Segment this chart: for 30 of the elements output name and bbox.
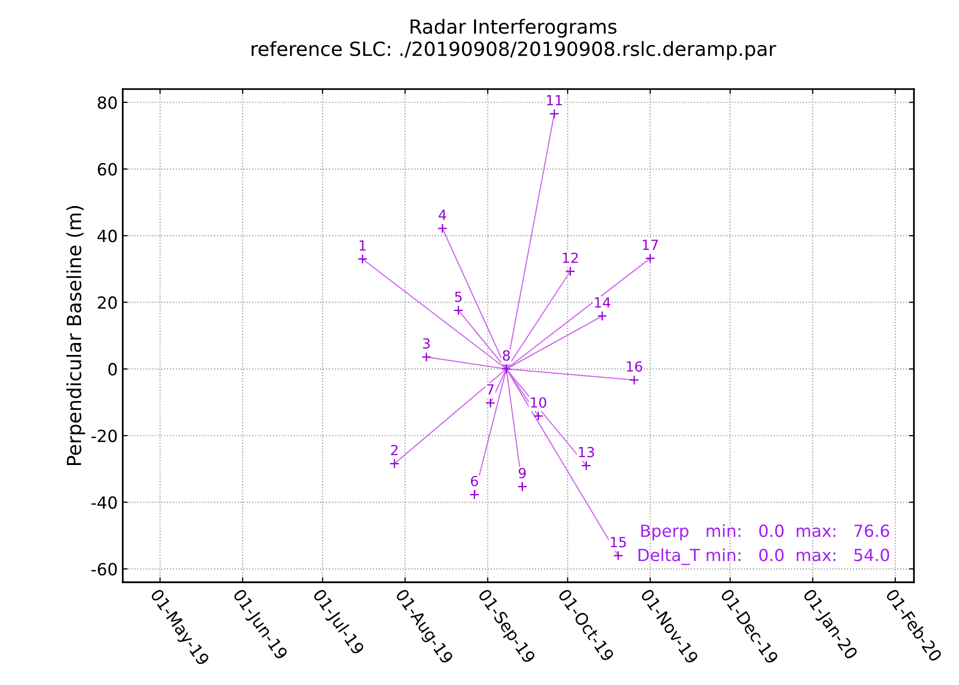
y-tick-label: 20: [98, 296, 117, 309]
annotation: 17: [642, 240, 658, 250]
y-tick-label: 0: [108, 362, 117, 376]
annotation: Bperp min: 0.0 max: 76.6: [641, 524, 890, 540]
y-tick-label: 60: [98, 162, 117, 176]
y-tick-label: -20: [91, 430, 117, 442]
annotation: 9: [518, 468, 526, 478]
chart-subtitle: reference SLC: ./20190908/20190908.rslc.deramp.par: [252, 41, 776, 60]
annotation: 5: [455, 292, 462, 302]
annotation: 15: [610, 537, 626, 548]
annotation: 14: [594, 297, 610, 308]
annotation: 12: [562, 252, 578, 263]
annotation: 11: [546, 95, 562, 106]
annotation: 8: [502, 350, 510, 361]
annotation: 1: [360, 240, 366, 251]
y-tick-label: -40: [91, 496, 117, 509]
annotation: 13: [578, 446, 594, 458]
y-axis-title: Perpendicular Baseline (m): [66, 206, 86, 466]
annotation: 3: [423, 338, 430, 349]
annotation: 10: [531, 397, 546, 408]
y-tick-label: 40: [98, 230, 117, 242]
annotation: 6: [470, 476, 478, 486]
y-tick-label: 80: [98, 96, 117, 109]
annotation: 2: [391, 444, 398, 456]
y-tick-label: -60: [91, 562, 117, 576]
annotation: Delta_T min: 0.0 max: 54.0: [638, 548, 890, 565]
annotation: 16: [626, 361, 642, 372]
annotation: 4: [438, 210, 446, 220]
chart-title: Radar Interferograms: [410, 18, 616, 38]
annotation: 7: [487, 384, 494, 395]
